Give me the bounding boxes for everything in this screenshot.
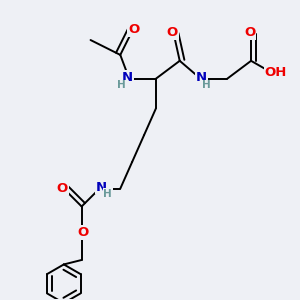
Text: H: H <box>202 80 211 90</box>
Text: O: O <box>128 23 139 36</box>
Text: OH: OH <box>264 66 286 79</box>
Text: N: N <box>95 181 106 194</box>
Text: N: N <box>196 71 207 84</box>
Text: H: H <box>117 80 126 90</box>
Text: O: O <box>244 26 255 39</box>
Text: O: O <box>167 26 178 39</box>
Text: N: N <box>122 71 133 84</box>
Text: O: O <box>77 226 89 239</box>
Text: H: H <box>103 189 112 199</box>
Text: O: O <box>57 182 68 194</box>
